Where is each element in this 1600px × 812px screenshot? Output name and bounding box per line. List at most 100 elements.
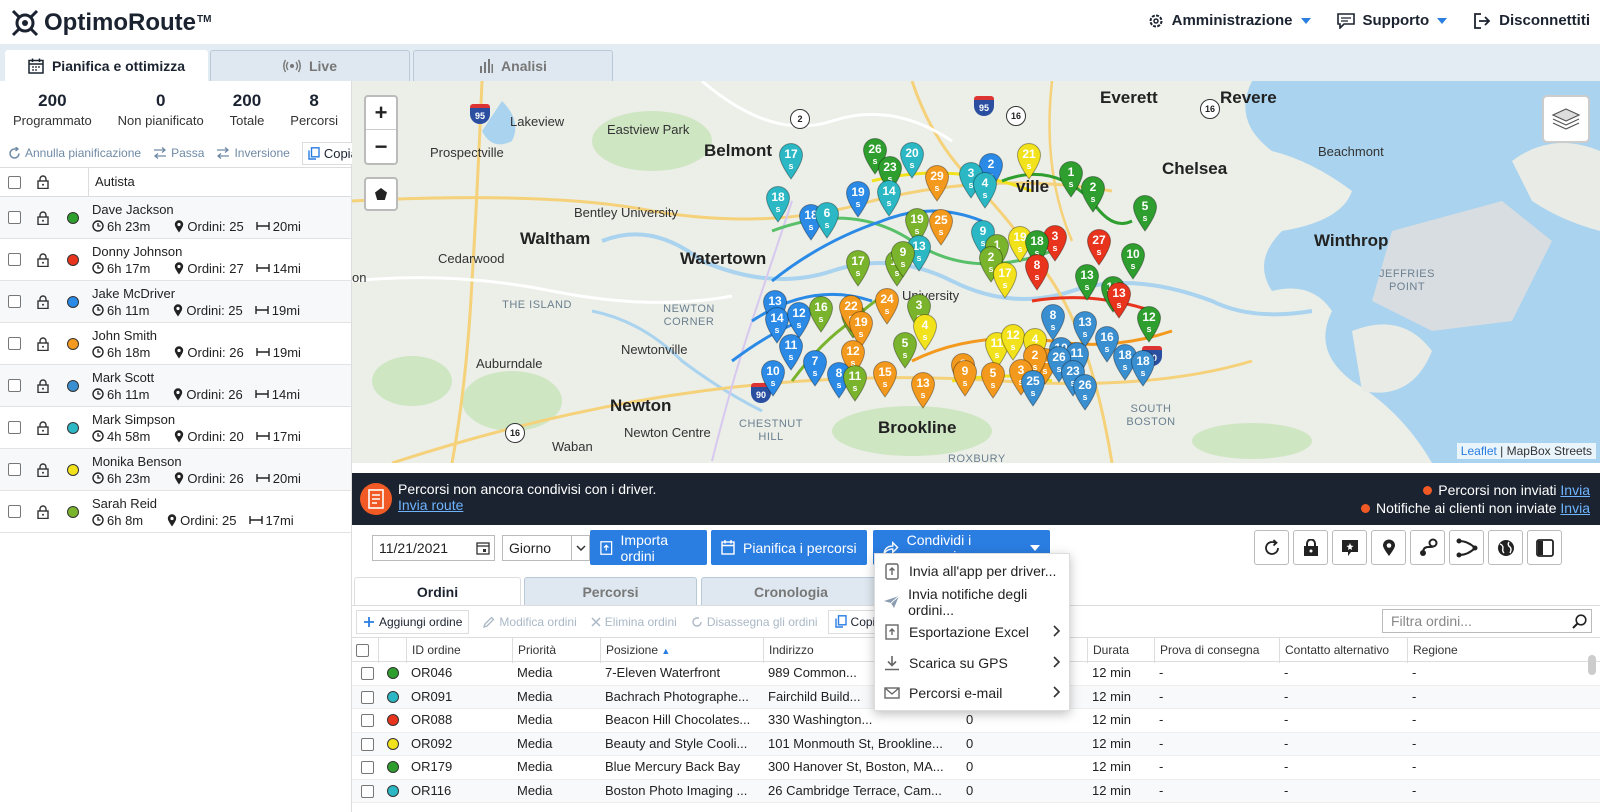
zoom-in-button[interactable]: + bbox=[366, 97, 396, 130]
col-position[interactable]: Posizione ▲ bbox=[600, 638, 763, 663]
driver-checkbox[interactable] bbox=[7, 505, 21, 518]
copy-button[interactable]: Copia bbox=[301, 141, 364, 165]
map-stop-pin[interactable]: 24 s bbox=[874, 287, 900, 325]
refresh-button[interactable] bbox=[1254, 530, 1289, 565]
toggle-panel-button[interactable] bbox=[1527, 530, 1562, 565]
send-notifications-link[interactable]: Invia bbox=[1560, 500, 1590, 516]
map-stop-pin[interactable]: 19 s bbox=[1007, 225, 1033, 263]
unassign-orders-button[interactable]: Disassegna gli ordini bbox=[691, 615, 818, 629]
menu-send-notifications[interactable]: Invia notifiche degli ordini... bbox=[875, 586, 1069, 618]
map-stop-pin[interactable]: 19 s bbox=[848, 310, 874, 348]
col-address[interactable]: Indirizzo bbox=[763, 638, 961, 663]
driver-checkbox[interactable] bbox=[7, 421, 21, 434]
select-all-checkbox[interactable] bbox=[7, 175, 21, 189]
map-stop-pin[interactable]: 29 s bbox=[924, 164, 950, 202]
driver-checkbox[interactable] bbox=[7, 379, 21, 392]
col-proof-of-delivery[interactable]: Prova di consegna bbox=[1154, 638, 1279, 663]
route-map[interactable]: Everett Revere Chelsea Winthrop Waltham Water… bbox=[352, 81, 1600, 463]
order-checkbox[interactable] bbox=[361, 690, 374, 704]
map-stop-pin[interactable]: 17 s bbox=[778, 142, 804, 180]
date-picker[interactable]: 11/21/2021 bbox=[372, 535, 495, 561]
select-all-orders-checkbox[interactable] bbox=[356, 644, 369, 657]
lock-icon[interactable] bbox=[37, 294, 49, 309]
pin-note-button[interactable] bbox=[1332, 530, 1367, 565]
map-stop-pin[interactable]: 27 s bbox=[1086, 228, 1112, 266]
tab-live[interactable]: Live bbox=[210, 50, 410, 81]
map-stop-pin[interactable]: 16 s bbox=[808, 295, 834, 333]
undo-plan-button[interactable]: Annulla pianificazione bbox=[8, 146, 141, 160]
map-stop-pin[interactable]: 26 s bbox=[1072, 373, 1098, 411]
menu-download-gps[interactable]: Scarica su GPS bbox=[875, 648, 1069, 679]
table-row[interactable]: OR088 Media Beacon Hill Chocolates... 330 W… bbox=[352, 709, 1600, 733]
menu-send-driver-app[interactable]: Invia all'app per driver... bbox=[875, 556, 1069, 587]
map-stop-pin[interactable]: 25 s bbox=[928, 208, 954, 246]
driver-row[interactable]: John Smith 6h 18m Ordini: 26 19mi bbox=[0, 323, 351, 365]
tab-orders[interactable]: Ordini bbox=[354, 577, 521, 606]
route-lines-button[interactable] bbox=[1449, 530, 1484, 565]
driver-row[interactable]: Monika Benson 6h 23m Ordini: 26 20mi bbox=[0, 449, 351, 491]
driver-row[interactable]: Dave Jackson 6h 23m Ordini: 25 20mi bbox=[0, 197, 351, 239]
order-checkbox[interactable] bbox=[361, 784, 374, 798]
col-order-id[interactable]: ID ordine bbox=[406, 638, 512, 663]
order-checkbox[interactable] bbox=[361, 667, 374, 680]
send-routes-link[interactable]: Invia route bbox=[398, 497, 464, 513]
tab-history[interactable]: Cronologia bbox=[701, 577, 881, 606]
lock-icon[interactable] bbox=[37, 252, 49, 267]
driver-row[interactable]: Mark Scott 6h 11m Ordini: 26 14mi bbox=[0, 365, 351, 407]
support-menu[interactable]: Supporto bbox=[1336, 12, 1448, 29]
map-stop-pin[interactable]: 14 s bbox=[876, 179, 902, 217]
logout-button[interactable]: Disconnettiti bbox=[1473, 12, 1590, 29]
import-orders-button[interactable]: Importa ordini bbox=[590, 530, 707, 565]
col-alt-contact[interactable]: Contatto alternativo bbox=[1279, 638, 1407, 663]
order-checkbox[interactable] bbox=[361, 761, 374, 774]
lock-icon[interactable] bbox=[37, 504, 49, 519]
map-stop-pin[interactable]: 15 s bbox=[872, 360, 898, 398]
driver-row[interactable]: Donny Johnson 6h 17m Ordini: 27 14mi bbox=[0, 239, 351, 281]
table-row[interactable]: OR092 Media Beauty and Style Cooli... 101 M… bbox=[352, 732, 1600, 756]
driver-checkbox[interactable] bbox=[7, 295, 21, 308]
map-stop-pin[interactable]: 17 s bbox=[845, 249, 871, 287]
leaflet-link[interactable]: Leaflet bbox=[1460, 444, 1497, 458]
lock-icon[interactable] bbox=[37, 175, 49, 189]
tab-routes[interactable]: Percorsi bbox=[524, 577, 697, 606]
table-scrollbar[interactable] bbox=[1588, 655, 1596, 675]
map-stop-pin[interactable]: 17 s bbox=[992, 261, 1018, 299]
col-duration[interactable]: Durata bbox=[1087, 638, 1154, 663]
table-row[interactable]: OR116 Media Boston Photo Imaging ... 26 Cam… bbox=[352, 779, 1600, 803]
location-button[interactable] bbox=[1371, 530, 1406, 565]
lock-icon[interactable] bbox=[37, 420, 49, 435]
driver-row[interactable]: Sarah Reid 6h 8m Ordini: 25 17mi bbox=[0, 491, 351, 533]
col-priority[interactable]: Priorità bbox=[512, 638, 600, 663]
route-path-button[interactable] bbox=[1410, 530, 1445, 565]
delete-orders-button[interactable]: Elimina ordini bbox=[591, 615, 677, 629]
lock-icon[interactable] bbox=[37, 210, 49, 225]
draw-polygon-button[interactable] bbox=[364, 177, 398, 211]
order-checkbox[interactable] bbox=[361, 737, 374, 751]
driver-checkbox[interactable] bbox=[7, 337, 21, 350]
map-stop-pin[interactable]: 20 s bbox=[899, 141, 925, 179]
driver-checkbox[interactable] bbox=[7, 211, 21, 224]
table-row[interactable]: OR179 Media Blue Mercury Back Bay 300 Hanov… bbox=[352, 756, 1600, 780]
tab-plan[interactable]: Pianifica e ottimizza bbox=[5, 50, 208, 81]
lock-icon[interactable] bbox=[37, 462, 49, 477]
map-stop-pin[interactable]: 16 s bbox=[1094, 325, 1120, 363]
